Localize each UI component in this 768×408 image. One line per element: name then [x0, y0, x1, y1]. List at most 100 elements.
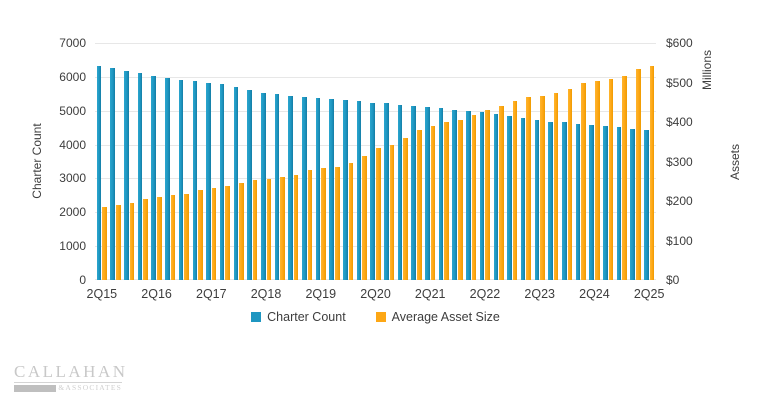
average-asset-size-bar	[225, 186, 231, 280]
left-y-tick-label: 4000	[59, 138, 86, 152]
bar-group	[150, 43, 164, 280]
charter-count-bar	[452, 109, 458, 280]
average-asset-size-bar	[485, 110, 491, 280]
average-asset-size-bar	[649, 65, 655, 280]
charter-count-bar	[644, 130, 649, 280]
average-asset-size-bar	[143, 199, 148, 280]
charter-count-bar	[124, 70, 129, 280]
left-y-tick-label: 5000	[59, 104, 86, 118]
bar-group	[464, 43, 478, 280]
charter-count-bar	[315, 98, 321, 280]
charter-count-bar	[397, 104, 403, 280]
average-asset-size-bar	[608, 78, 614, 280]
charter-count-bar	[384, 103, 389, 280]
average-asset-size-bar	[389, 144, 395, 280]
average-asset-size-bar	[581, 82, 586, 280]
charter-count-bar	[603, 126, 608, 280]
average-asset-size-bar	[266, 178, 272, 280]
x-axis-labels: 2Q15 2Q16 2Q17 2Q18 2Q19 2Q20 2Q21 2Q22 2Q23 2Q24…	[87, 287, 665, 303]
charter-count-bar	[534, 120, 540, 280]
average-asset-size-bar	[116, 204, 121, 280]
bar-group	[273, 43, 287, 280]
bar-group	[451, 43, 465, 280]
x-tick-label: 2Q22	[469, 287, 501, 301]
right-y-tick-label: $500	[666, 76, 693, 90]
gridline	[95, 111, 656, 112]
right-y-tick-label: $600	[666, 36, 693, 50]
x-tick-label: 2Q24	[579, 287, 610, 301]
x-tick-label: 2Q21	[414, 287, 446, 301]
charter-count-bar	[165, 77, 170, 280]
gridline	[95, 279, 656, 280]
charter-count-bar	[630, 129, 635, 280]
logo-subrow: &ASSOCIATES	[14, 384, 122, 392]
bar-group	[109, 43, 123, 280]
average-asset-size-bar	[280, 177, 285, 280]
callahan-logo: CALLAHAN &ASSOCIATES	[14, 362, 128, 392]
x-tick-label: 2Q18	[250, 287, 282, 301]
right-y-tick-label: $400	[666, 115, 693, 129]
right-axis-title: Assets	[728, 143, 742, 181]
charter-count-bar	[233, 87, 239, 280]
logo-wordmark: CALLAHAN	[14, 362, 128, 383]
bar-group	[396, 43, 410, 280]
charter-count-bar	[370, 102, 375, 280]
bar-group	[246, 43, 260, 280]
bar-group	[191, 43, 205, 280]
bar-group	[218, 43, 232, 280]
charter-count-bar	[438, 107, 444, 280]
left-y-axis: 7000 6000 5000 4000 3000 2000 1000 0	[0, 36, 86, 287]
charter-count-bar	[589, 125, 594, 280]
left-y-tick-label: 2000	[59, 205, 86, 219]
bar-group	[328, 43, 342, 280]
left-y-tick-label: 7000	[59, 36, 86, 50]
charter-count-bar	[247, 90, 252, 280]
charter-count-bar	[561, 122, 567, 280]
bar-group	[382, 43, 396, 280]
bar-group	[136, 43, 150, 280]
x-tick-label: 2Q23	[524, 287, 555, 301]
charter-count-bar	[507, 115, 512, 280]
bar-group	[410, 43, 424, 280]
average-asset-size-bar	[417, 129, 422, 280]
bar-group	[642, 43, 656, 280]
charter-count-bar	[301, 97, 307, 280]
average-asset-size-swatch-icon	[375, 312, 386, 322]
average-asset-size-bar	[307, 169, 313, 280]
charter-count-bar	[575, 124, 581, 280]
right-axis-unit-label: Millions	[700, 49, 714, 91]
bar-group	[574, 43, 588, 280]
charter-count-bar	[178, 79, 184, 280]
bar-group	[122, 43, 136, 280]
legend: Charter Count Average Asset Size	[95, 310, 656, 324]
average-asset-size-bar	[198, 189, 203, 280]
x-tick-label: 2Q20	[360, 287, 391, 301]
average-asset-size-bar	[540, 95, 545, 280]
charter-count-bar	[520, 117, 526, 280]
gridline	[95, 145, 656, 146]
bar-group	[560, 43, 574, 280]
average-asset-size-bar	[170, 195, 176, 280]
average-asset-size-bar	[444, 121, 449, 280]
gridline	[95, 43, 656, 44]
average-asset-size-bar	[211, 187, 217, 280]
average-asset-size-bar	[635, 68, 641, 280]
average-asset-size-bar	[499, 105, 504, 280]
charter-count-bar	[425, 107, 430, 280]
average-asset-size-bar	[102, 207, 107, 280]
bar-group	[547, 43, 561, 280]
bar-group	[629, 43, 643, 280]
bar-group	[478, 43, 492, 280]
charter-count-bar	[274, 93, 280, 280]
charter-count-bar	[411, 106, 417, 280]
gridline	[95, 212, 656, 213]
average-asset-size-bar	[471, 114, 477, 280]
average-asset-size-bar	[334, 166, 340, 280]
left-y-tick-label: 0	[79, 273, 86, 287]
x-tick-label: 2Q17	[196, 287, 227, 301]
bar-group	[204, 43, 218, 280]
average-asset-size-bar	[512, 101, 518, 280]
x-tick-label: 2Q15	[86, 287, 118, 301]
average-asset-size-bar	[553, 92, 559, 280]
